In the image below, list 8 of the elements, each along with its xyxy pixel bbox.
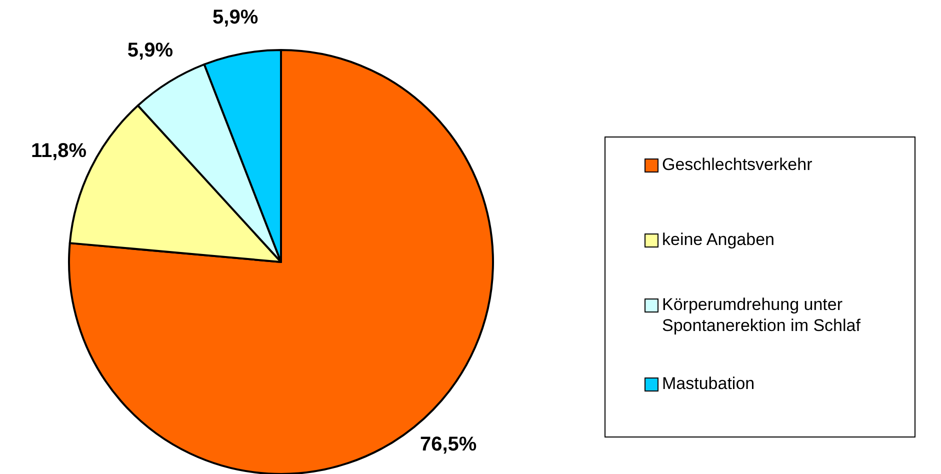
data-label: 5,9%	[127, 40, 174, 62]
data-label: 76,5%	[420, 433, 477, 456]
legend-label: Geschlechtsverkehr	[662, 155, 813, 174]
legend-label: Mastubation	[662, 374, 755, 394]
legend-label: keine Angaben	[662, 230, 774, 250]
data-label: 11,8%	[30, 140, 87, 162]
data-label: 5,9%	[212, 6, 258, 29]
legend-label: Körperumdrehung unter Spontanerektion im Schlaf	[662, 295, 861, 336]
